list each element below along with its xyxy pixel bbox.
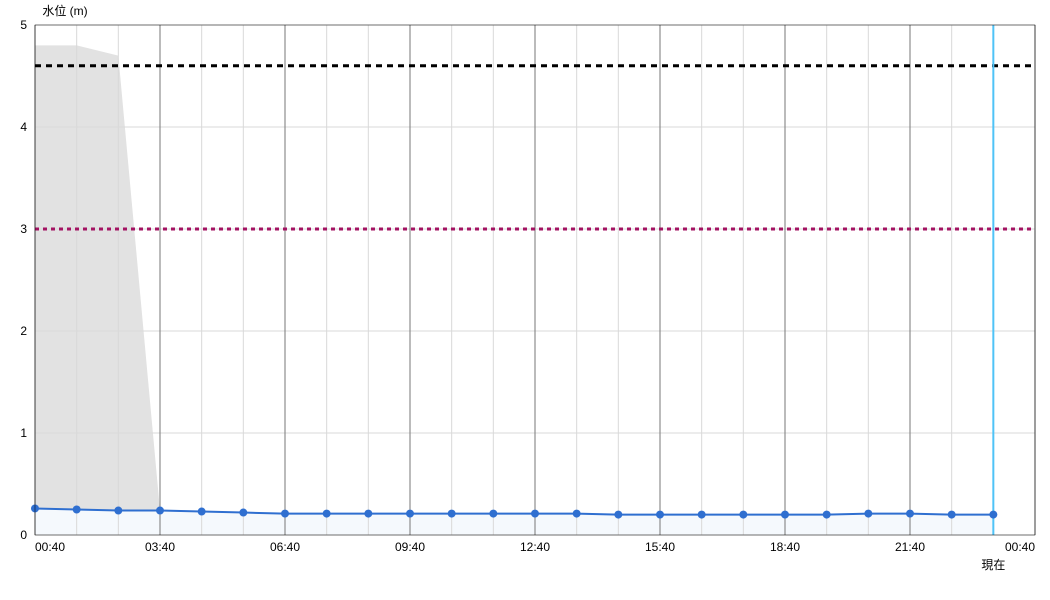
data-point	[531, 510, 539, 518]
data-point	[614, 511, 622, 519]
y-tick-label: 4	[20, 120, 27, 134]
x-tick-label: 12:40	[520, 540, 550, 554]
x-tick-label: 00:40	[1005, 540, 1035, 554]
data-point	[73, 506, 81, 514]
y-tick-label: 1	[20, 426, 27, 440]
data-point	[198, 508, 206, 516]
x-tick-label: 18:40	[770, 540, 800, 554]
data-point	[406, 510, 414, 518]
data-point	[698, 511, 706, 519]
data-point	[989, 511, 997, 519]
data-point	[823, 511, 831, 519]
data-point	[114, 507, 122, 515]
x-tick-label: 00:40	[35, 540, 65, 554]
data-point	[239, 509, 247, 517]
data-point	[656, 511, 664, 519]
data-point	[489, 510, 497, 518]
data-point	[864, 510, 872, 518]
data-point	[906, 510, 914, 518]
x-tick-label: 03:40	[145, 540, 175, 554]
y-tick-label: 0	[20, 528, 27, 542]
data-point	[781, 511, 789, 519]
data-point	[156, 507, 164, 515]
y-tick-label: 3	[20, 222, 27, 236]
y-tick-label: 5	[20, 18, 27, 32]
data-point	[364, 510, 372, 518]
y-tick-label: 2	[20, 324, 27, 338]
y-axis-title: 水位 (m)	[42, 3, 87, 18]
x-tick-label: 21:40	[895, 540, 925, 554]
x-tick-label: 09:40	[395, 540, 425, 554]
x-tick-label: 15:40	[645, 540, 675, 554]
water-level-chart: 0 1 2 3 4 5 水位 (m) 00:40 03:40 06:40 09:40 12:40 15:…	[0, 0, 1050, 600]
current-time-label: 現在	[981, 558, 1005, 572]
x-tick-label: 06:40	[270, 540, 300, 554]
data-point	[573, 510, 581, 518]
data-point	[281, 510, 289, 518]
data-point	[448, 510, 456, 518]
data-point	[739, 511, 747, 519]
data-point	[948, 511, 956, 519]
data-point	[323, 510, 331, 518]
